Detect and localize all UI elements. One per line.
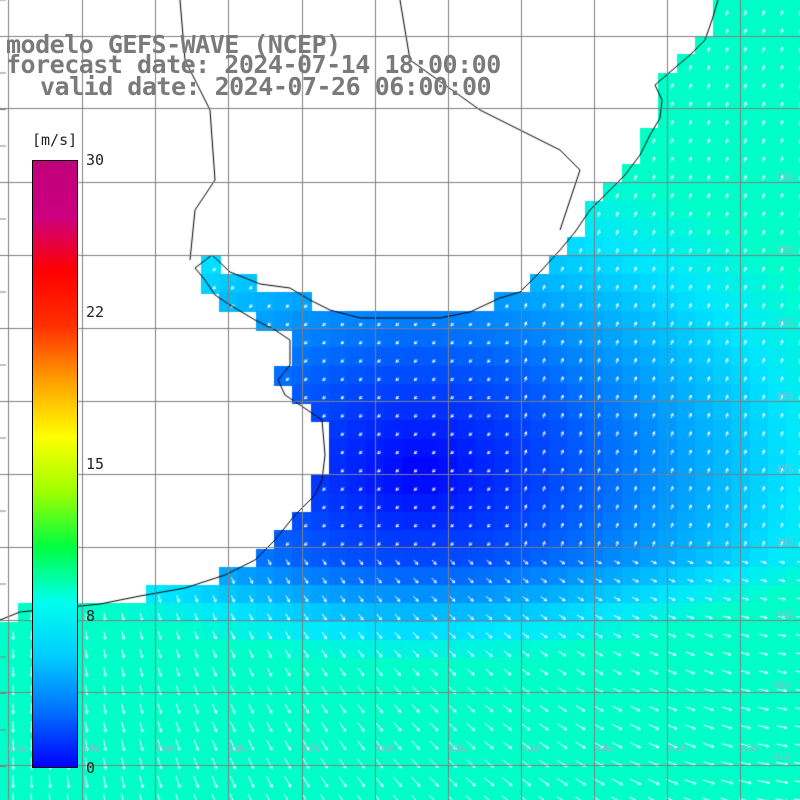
- forecast-date: forecast date: 2024-07-14 18:00:00: [6, 50, 501, 79]
- lon-label: 56W: [375, 744, 394, 755]
- lon-label: 55W: [448, 744, 467, 755]
- lat-label: 39S: [776, 610, 795, 621]
- lat-label: 40S: [772, 680, 791, 691]
- colorbar-unit: [m/s]: [30, 131, 80, 149]
- lon-label: 54W: [521, 744, 540, 755]
- lat-label: 38S: [776, 537, 795, 548]
- lon-label: 61W: [8, 744, 27, 755]
- colorbar-tick-15: 15: [86, 455, 105, 473]
- lon-label: 51W: [740, 744, 759, 755]
- lon-label: 57W: [302, 744, 321, 755]
- colorbar: [32, 160, 78, 768]
- lon-label: 58W: [228, 744, 247, 755]
- lat-label: 35S: [776, 318, 795, 329]
- lon-label: 52W: [667, 744, 686, 755]
- colorbar-tick-0: 0: [86, 759, 96, 777]
- lon-label: 60W: [82, 744, 101, 755]
- lat-label: 37S: [776, 464, 795, 475]
- colorbar-tick-8: 8: [86, 607, 96, 625]
- lon-label: 53W: [594, 744, 613, 755]
- lat-label: 36S: [776, 391, 795, 402]
- valid-date: valid date: 2024-07-26 06:00:00: [40, 72, 492, 101]
- lat-label: 41S: [772, 752, 791, 763]
- lat-label: 33S: [776, 172, 795, 183]
- model-title: modelo GEFS-WAVE (NCEP): [6, 30, 341, 59]
- lat-label: 34S: [776, 245, 795, 256]
- lon-label: 59W: [155, 744, 174, 755]
- colorbar-tick-22: 22: [86, 303, 105, 321]
- colorbar-tick-30: 30: [86, 151, 105, 169]
